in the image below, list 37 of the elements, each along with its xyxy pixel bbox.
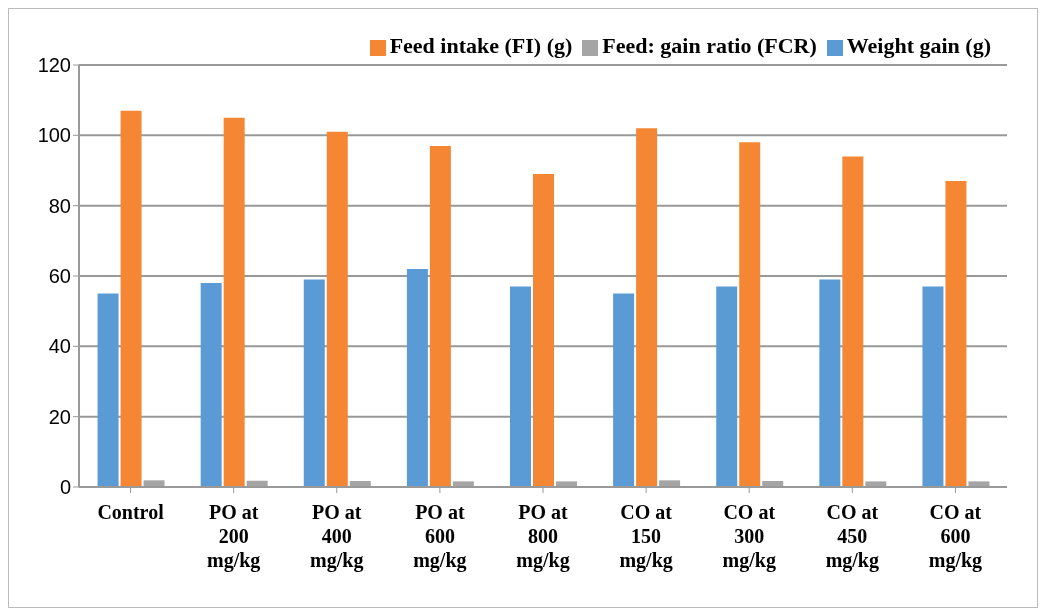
bar [922, 286, 944, 487]
bar [636, 128, 658, 487]
bar [716, 286, 738, 487]
bar [945, 181, 967, 487]
y-tick-label: 100 [37, 124, 71, 147]
y-tick-label: 120 [37, 54, 71, 77]
bar [819, 279, 841, 487]
x-tick-label: PO at 800 mg/kg [516, 501, 570, 572]
x-tick-label: CO at 300 mg/kg [722, 501, 776, 572]
x-tick-label: CO at 600 mg/kg [928, 501, 983, 572]
bar [842, 156, 864, 487]
y-tick-label: 20 [48, 405, 71, 428]
bar [739, 142, 761, 487]
x-tick-label: CO at 450 mg/kg [825, 501, 880, 572]
bar [200, 283, 222, 487]
bar [613, 293, 635, 487]
bar [303, 279, 325, 487]
bar [223, 117, 245, 487]
x-tick-label: CO at 150 mg/kg [619, 501, 673, 572]
bar [406, 268, 428, 487]
bar [533, 174, 554, 487]
x-tick-label: PO at 600 mg/kg [413, 501, 467, 572]
bar [326, 131, 348, 487]
y-tick-label: 40 [48, 335, 71, 358]
bar [120, 110, 142, 487]
y-tick-label: 60 [48, 265, 71, 288]
bar [429, 145, 451, 487]
x-tick-label: PO at 400 mg/kg [310, 501, 364, 572]
legend-label: Weight gain (g) [846, 33, 991, 58]
legend-label: Feed intake (FI) (g) [389, 33, 573, 58]
x-tick-label: Control [97, 501, 165, 523]
bar [97, 293, 119, 487]
bar [510, 286, 531, 487]
y-tick-label: 80 [48, 194, 71, 217]
legend-label: Feed: gain ratio (FCR) [602, 33, 817, 58]
y-tick-label: 0 [59, 476, 71, 499]
x-tick-label: PO at 200 mg/kg [206, 501, 261, 572]
